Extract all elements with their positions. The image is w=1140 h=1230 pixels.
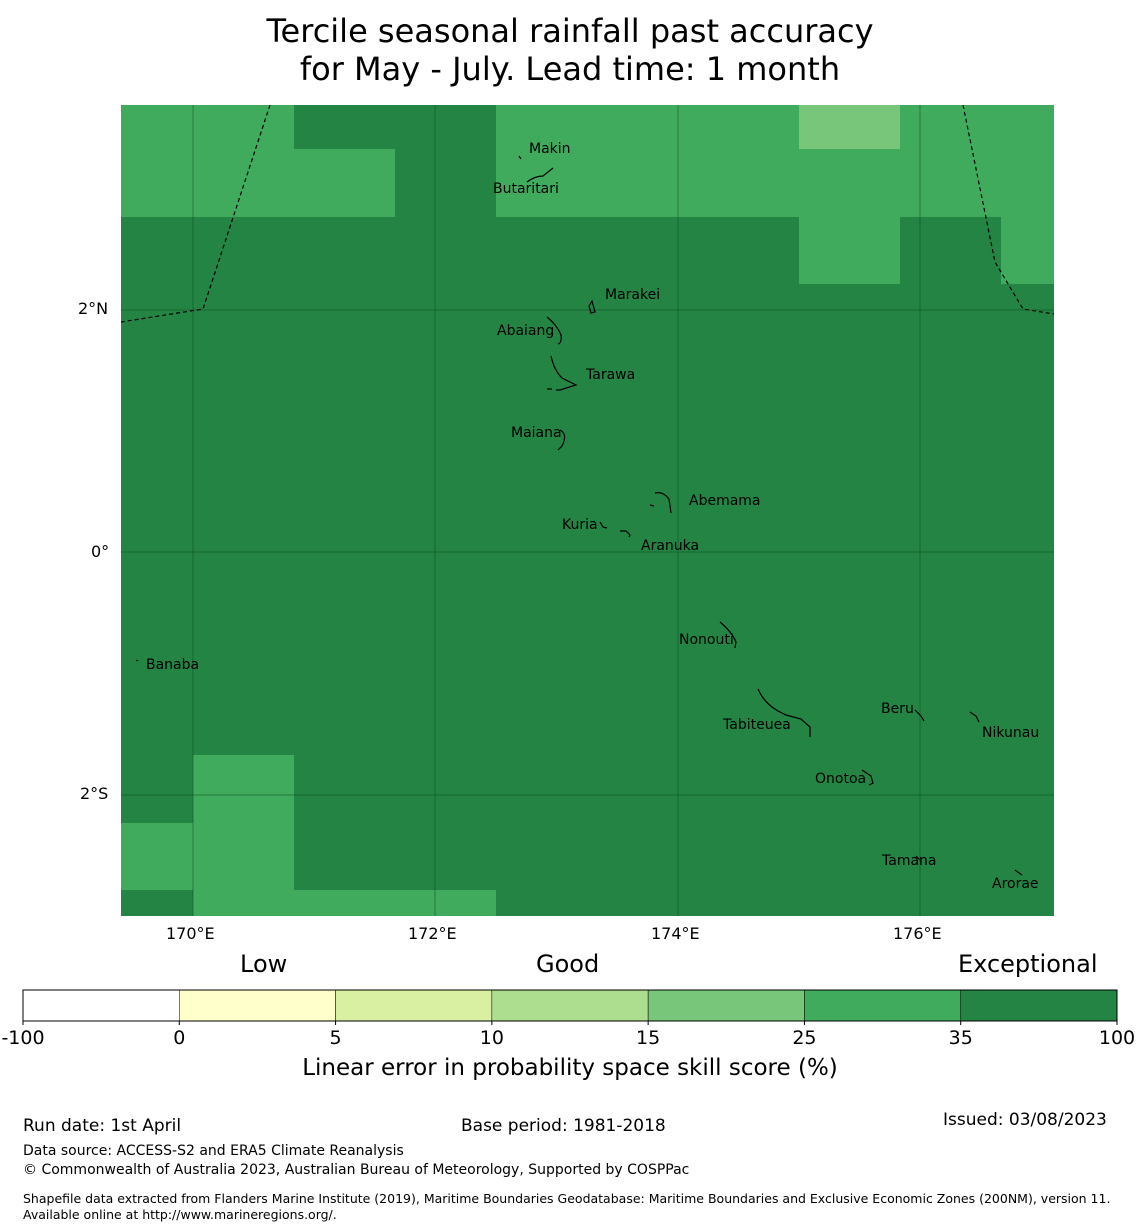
issued-date: Issued: 03/08/2023 [943,1110,1107,1130]
lat-tick-label: 2°S [80,784,109,803]
colorbar-tick-label: 10 [480,1027,504,1049]
island-label: Nonouti [679,632,734,648]
colorbar-cell [335,989,493,1022]
skill-cell-good [294,890,496,916]
shapefile-credit: Shapefile data extracted from Flanders M… [23,1191,1111,1222]
legend-category-good: Good [536,950,600,978]
lat-tick-label: 2°N [78,299,109,318]
eez-boundary [120,104,1055,323]
lat-tick-label: 0° [91,542,110,561]
colorbar-tick-label: 35 [949,1027,973,1049]
island-label: Nikunau [982,725,1040,741]
lon-tick-label: 174°E [651,924,700,943]
colorbar-cell [960,989,1118,1022]
island-label: Onotoa [815,771,867,787]
lon-tick-label: 172°E [408,924,457,943]
colorbar-frame [22,989,1118,1022]
skill-cell-good [121,823,193,890]
island-label: Kuria [562,517,598,533]
island-label: Banaba [146,657,200,673]
colorbar-axis-label: Linear error in probability space skill … [302,1055,838,1081]
skill-cell-good [193,755,294,916]
colorbar-cell [179,989,336,1022]
base-period: Base period: 1981-2018 [461,1116,666,1136]
island-label: Arorae [992,876,1039,892]
skill-cell-good [799,149,900,284]
island-label: Marakei [605,287,661,303]
colorbar-cell [804,989,961,1022]
copyright: © Commonwealth of Australia 2023, Austra… [23,1162,690,1178]
island-label: Beru [881,701,914,717]
island-outlines [135,155,1023,876]
colorbar-tick-label: 100 [1099,1027,1135,1049]
run-date: Run date: 1st April [23,1116,182,1136]
lon-tick-label: 170°E [166,924,215,943]
skill-cell-good [496,105,799,217]
skill-cell-good [294,149,395,217]
legend-category-exceptional: Exceptional [958,950,1098,978]
gridlines [121,105,1054,916]
colorbar-cell [647,989,805,1022]
island-label: Tamana [882,853,937,869]
colorbar-cell [491,989,649,1022]
skill-cell-good [900,105,1054,217]
colorbar-tick-label: -100 [1,1027,44,1049]
colorbar-tick-label: 5 [330,1027,342,1049]
colorbar-tick-label: 25 [792,1027,816,1049]
island-label: Abaiang [497,323,555,339]
island-label: Tarawa [586,367,636,383]
lon-tick-label: 176°E [893,924,942,943]
skill-cell-good [121,105,294,217]
data-source: Data source: ACCESS-S2 and ERA5 Climate … [23,1143,404,1159]
colorbar-tick-label: 15 [636,1027,660,1049]
island-label: Makin [529,141,571,157]
island-label: Abemama [689,493,761,509]
island-label: Tabiteuea [723,717,791,733]
map-title-line-1: Tercile seasonal rainfall past accuracy [266,12,874,50]
colorbar-tick-label: 0 [173,1027,185,1049]
island-label: Butaritari [493,181,559,197]
island-label: Maiana [511,425,562,441]
skill-cell-fair [799,105,900,149]
skill-cell-good [1001,217,1054,284]
legend-category-low: Low [240,950,288,978]
colorbar-cell [22,989,180,1022]
map-title-line-2: for May - July. Lead time: 1 month [299,50,841,88]
island-label: Aranuka [641,538,700,554]
